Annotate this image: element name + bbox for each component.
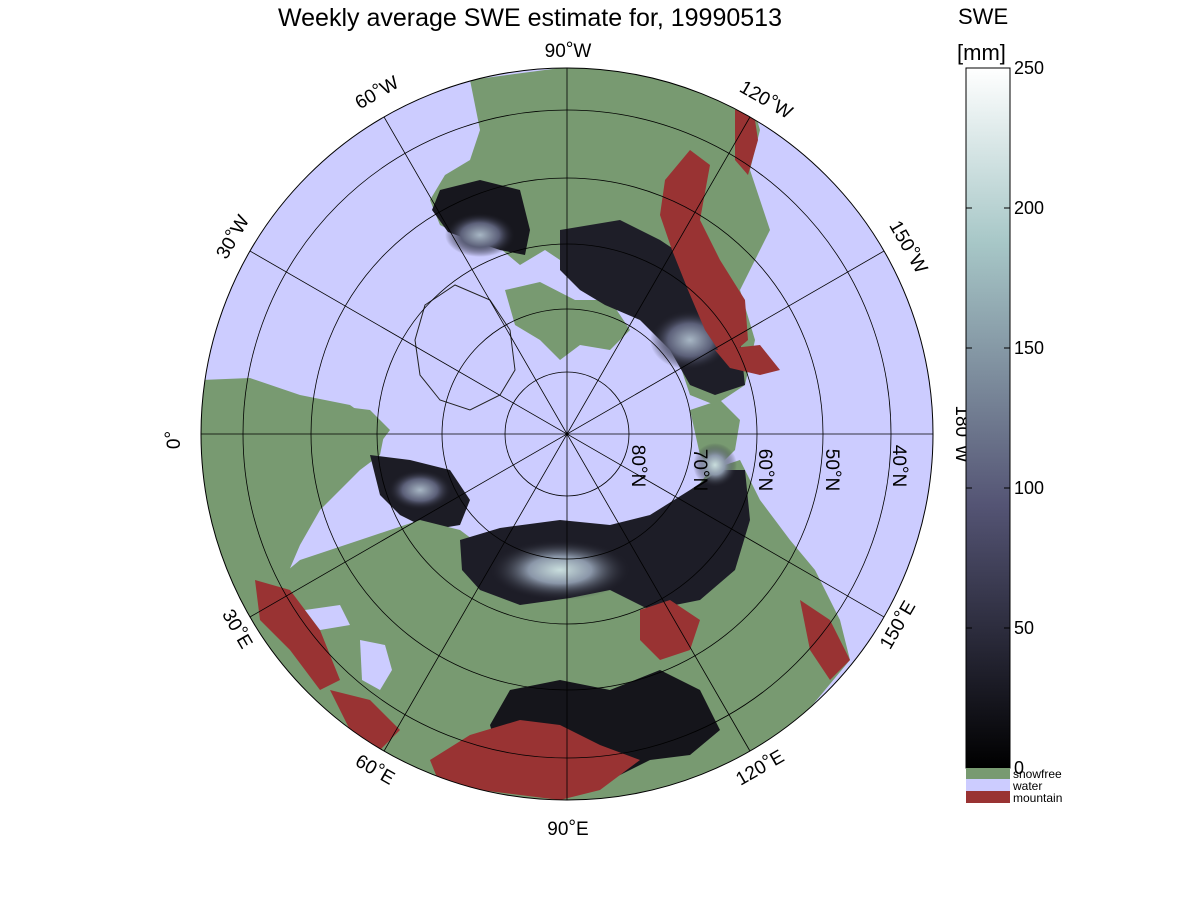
meridian-label-90w: 90°W	[545, 39, 592, 62]
legend-label-water: water	[1012, 779, 1042, 793]
caspian-sea	[360, 640, 392, 690]
meridian-label-60w: 60°W	[351, 71, 403, 114]
colorbar-tick-label: 50	[1014, 618, 1034, 638]
parallel-label-80n: 80°N	[627, 445, 650, 487]
swe-high-siberia	[490, 540, 630, 600]
colorbar-title: SWE	[958, 4, 1009, 29]
colorbar-tick-label: 150	[1014, 338, 1044, 358]
graticule	[201, 68, 933, 800]
mountain-alps	[255, 580, 340, 690]
legend-swatch-mountain	[966, 791, 1010, 803]
parallel-label-70n: 70°N	[689, 449, 712, 491]
colorbar-unit: [mm]	[957, 40, 1006, 65]
swe-high-taimyr	[693, 443, 737, 487]
black-sea	[305, 605, 350, 630]
parallel-label-40n: 40°N	[888, 445, 911, 487]
map-title: Weekly average SWE estimate for, 1999051…	[278, 4, 782, 32]
colorbar-tick-label: 100	[1014, 478, 1044, 498]
arctic-islands	[505, 282, 630, 360]
mountain-himalaya	[430, 720, 640, 800]
colorbar-ticks: 0 50 100 150 200 250	[966, 58, 1044, 778]
colorbar-gradient	[965, 67, 1011, 769]
colorbar-tick-label: 0	[1014, 758, 1024, 778]
europe-landmass	[201, 378, 385, 610]
mountain-far-east	[800, 600, 850, 680]
legend-swatch-snowfree	[966, 768, 1010, 779]
mountain-rockies	[660, 150, 748, 360]
colorbar-tick-label: 200	[1014, 198, 1044, 218]
map-boundary	[200, 67, 934, 801]
map-disc	[201, 68, 933, 800]
mountain-east-siberia	[640, 600, 700, 660]
legend-swatch-water	[966, 779, 1010, 791]
legend-label-snowfree: snowfree	[1013, 767, 1062, 781]
parallel-label-60n: 60°N	[754, 449, 777, 491]
meridian-label-90e: 90°E	[547, 817, 588, 840]
scandinavia	[330, 405, 390, 450]
parallel-label-50n: 50°N	[821, 449, 844, 491]
swe-high-hudson	[445, 213, 515, 257]
colorbar: 0 50 100 150 200 250 snowfree water mountain	[965, 58, 1062, 805]
meridian-label-0: 0°	[162, 431, 185, 449]
swe-high-scandinavia	[388, 470, 452, 510]
mountain-middle-east	[330, 690, 400, 750]
legend-label-mountain: mountain	[1013, 791, 1062, 805]
colorbar-tick-label: 250	[1014, 58, 1044, 78]
mountain-alaska	[715, 345, 780, 375]
meridian-150w-30e	[242, 246, 892, 622]
